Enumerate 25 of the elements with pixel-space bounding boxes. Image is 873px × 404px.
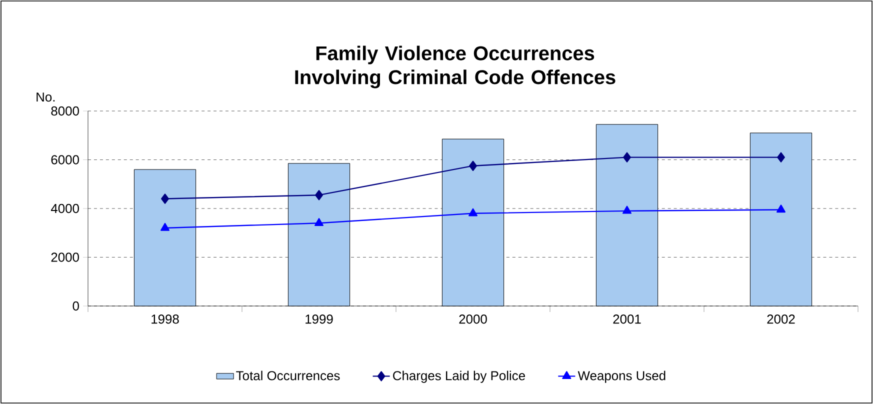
point xyxy=(315,190,323,200)
point xyxy=(161,194,169,204)
point xyxy=(469,160,477,171)
x-tick-label: 1998 xyxy=(152,314,179,324)
x-tick-label: 2001 xyxy=(613,314,641,324)
x-tick-label: 2000 xyxy=(459,314,487,324)
x-tick-label: 2002 xyxy=(767,314,795,324)
point xyxy=(623,152,631,162)
point xyxy=(777,152,785,162)
legend-label: Charges Laid by Police xyxy=(393,370,525,383)
point xyxy=(622,206,632,214)
legend-label: Weapons Used xyxy=(578,370,666,383)
y-tick-label: 2000 xyxy=(51,252,79,262)
y-tick-label: 6000 xyxy=(51,155,79,164)
legend-label: Total Occurrences xyxy=(236,370,340,380)
y-tick-label: 8000 xyxy=(51,106,79,116)
point xyxy=(160,222,170,231)
x-tick-label: 1999 xyxy=(306,314,333,324)
point xyxy=(776,204,786,213)
y-axis-title: No. xyxy=(36,92,55,102)
point xyxy=(468,208,478,216)
y-tick-label: 0 xyxy=(72,301,79,311)
chart-title: Family Violence Occurrences Involving Criminal Code Offences xyxy=(295,46,616,88)
y-tick-label: 4000 xyxy=(50,204,79,214)
point xyxy=(314,218,324,226)
